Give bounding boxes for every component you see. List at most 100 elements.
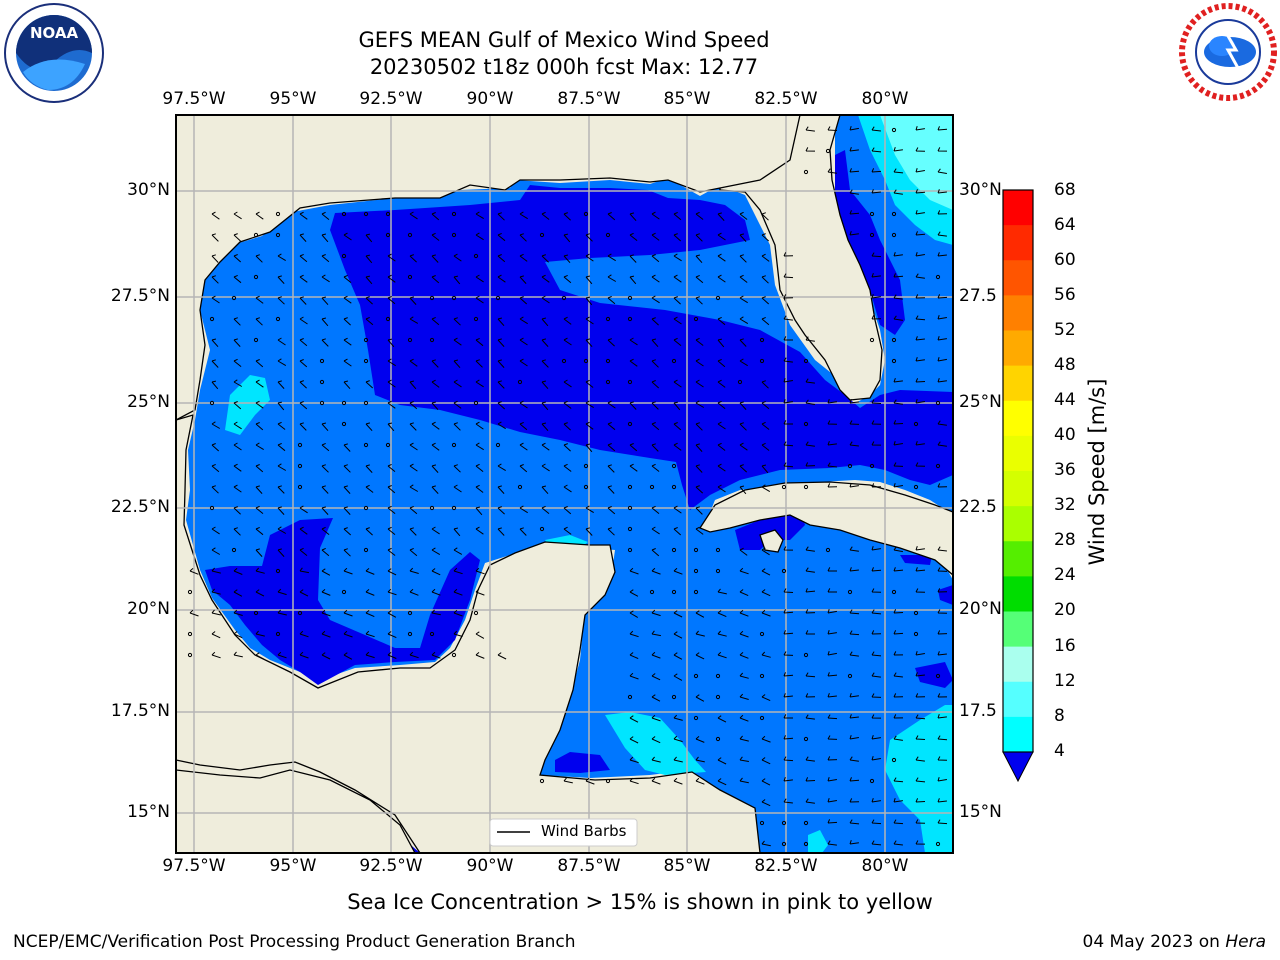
- wind-barb: [893, 630, 904, 635]
- wind-barb: [915, 777, 926, 783]
- wind-barb: [805, 378, 815, 384]
- wind-barb-calm: [253, 610, 259, 616]
- wind-barb-calm: [451, 211, 457, 217]
- wind-barb: [519, 211, 528, 220]
- wind-barb: [673, 337, 682, 346]
- wind-barb: [431, 254, 439, 263]
- wind-barb: [893, 315, 903, 321]
- wind-barb: [783, 441, 794, 447]
- wind-barb: [453, 464, 461, 473]
- wind-barb: [387, 358, 396, 367]
- wind-barb: [871, 252, 882, 258]
- wind-barb: [475, 295, 484, 304]
- wind-barb: [629, 672, 639, 680]
- wind-barb-calm: [671, 358, 677, 364]
- wind-barb: [893, 567, 904, 572]
- wind-barb: [739, 464, 748, 473]
- wind-barb: [343, 274, 352, 283]
- wind-barb: [497, 232, 506, 242]
- wind-barb: [893, 651, 904, 656]
- wind-barb: [827, 693, 837, 698]
- wind-barb: [233, 463, 242, 472]
- wind-barb: [387, 547, 396, 556]
- wind-barb: [497, 506, 505, 515]
- wind-barb: [453, 253, 462, 262]
- wind-barb: [233, 338, 241, 347]
- wind-barb: [299, 296, 307, 305]
- wind-barb-calm: [341, 589, 347, 595]
- wind-barb: [431, 609, 441, 616]
- wind-barb: [365, 422, 373, 432]
- wind-barb: [739, 589, 749, 597]
- colorbar-band: [1003, 400, 1033, 437]
- wind-barb: [651, 567, 661, 575]
- wind-barb: [277, 485, 285, 494]
- wind-barb: [651, 651, 661, 659]
- wind-barb: [695, 443, 703, 452]
- wind-barb: [563, 233, 571, 243]
- wind-barb: [695, 233, 703, 242]
- lat-tick-right: 25°N: [959, 392, 1002, 412]
- lat-tick-right: 20°N: [959, 599, 1002, 619]
- wind-barb: [827, 798, 837, 803]
- wind-barb-calm: [781, 841, 787, 847]
- wind-barb: [629, 443, 638, 452]
- wind-barb: [475, 652, 485, 659]
- wind-barb: [321, 547, 330, 557]
- wind-barb: [805, 714, 815, 720]
- colorbar-band: [1003, 260, 1033, 296]
- wind-barb-calm: [781, 568, 787, 574]
- wind-barb: [321, 589, 331, 596]
- wind-barb: [739, 756, 749, 762]
- wind-barb: [717, 274, 726, 283]
- wind-barb: [299, 505, 308, 514]
- wind-barb: [761, 735, 771, 743]
- lon-tick-bottom: 92.5°W: [359, 856, 423, 876]
- wind-barb: [233, 609, 243, 616]
- wind-barb: [563, 526, 572, 535]
- wind-barb: [717, 212, 725, 221]
- wind-barb: [871, 147, 882, 153]
- wind-barb: [739, 485, 747, 495]
- wind-barb-calm: [627, 421, 633, 427]
- colorbar-tick: 20: [1054, 600, 1076, 620]
- wind-barb: [431, 379, 440, 388]
- wind-barb: [937, 777, 947, 782]
- colorbar-band: [1003, 365, 1033, 402]
- wind-barb-calm: [671, 547, 677, 553]
- wind-barb: [739, 338, 747, 347]
- wind-barb: [805, 588, 816, 593]
- wind-barb: [717, 421, 726, 430]
- wind-barb-calm: [847, 589, 853, 595]
- wind-barb: [277, 442, 286, 452]
- lon-tick-bottom: 80°W: [861, 856, 909, 876]
- wind-barb: [409, 588, 419, 596]
- wind-barb: [651, 317, 659, 326]
- wind-barb: [673, 316, 682, 325]
- wind-barb: [409, 651, 419, 659]
- wind-barb: [827, 399, 837, 404]
- wind-barb: [519, 442, 528, 451]
- wind-barb: [849, 693, 859, 698]
- wind-barb-calm: [363, 505, 369, 511]
- wind-barb: [739, 609, 749, 617]
- wind-barb: [607, 295, 616, 305]
- wind-barb: [277, 526, 287, 534]
- wind-barb: [893, 273, 904, 278]
- wind-barb: [827, 672, 838, 677]
- wind-barb: [343, 506, 351, 515]
- wind-barb: [519, 233, 527, 242]
- wind-barb: [893, 819, 904, 825]
- wind-barb-calm: [187, 631, 193, 637]
- wind-barb-calm: [275, 631, 281, 637]
- wind-barb-calm: [869, 232, 875, 238]
- wind-barb: [321, 464, 329, 473]
- wind-barb: [189, 609, 199, 617]
- wind-barb: [563, 422, 571, 431]
- wind-barb: [651, 380, 660, 389]
- wind-barb: [387, 379, 396, 388]
- wind-barb: [849, 231, 859, 236]
- wind-barb: [211, 211, 220, 220]
- lon-tick-top: 92.5°W: [359, 89, 423, 109]
